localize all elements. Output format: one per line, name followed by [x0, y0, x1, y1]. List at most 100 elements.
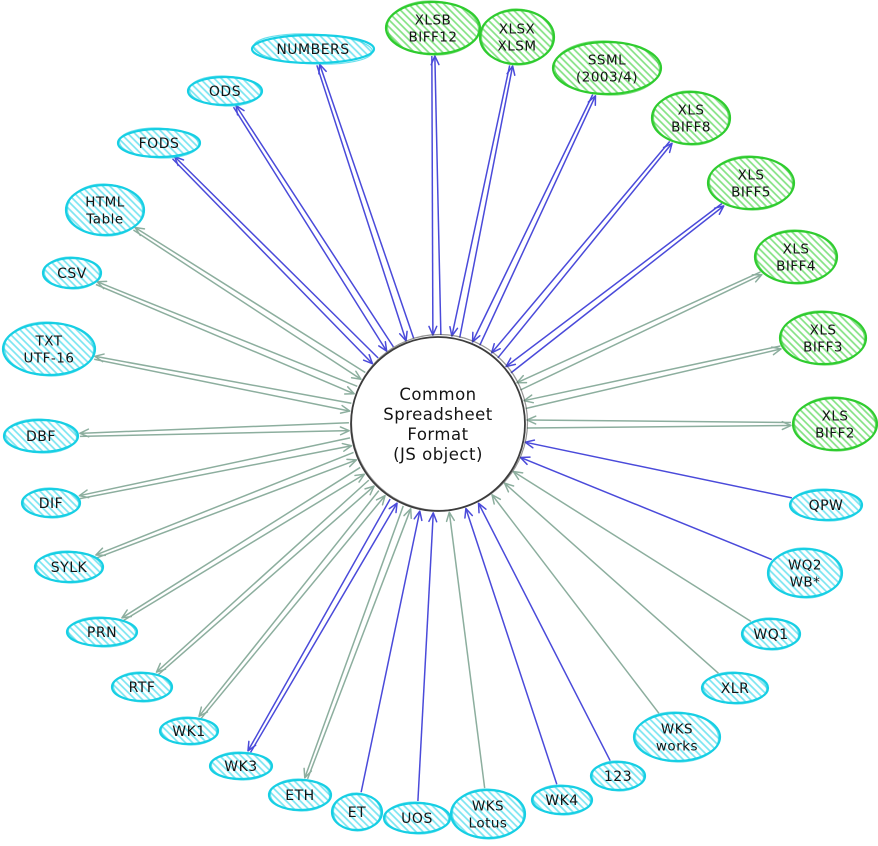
- format-node-shape: [20, 487, 82, 519]
- arrow: [523, 345, 781, 404]
- arrow: [235, 104, 395, 348]
- format-node-sketch: [269, 778, 331, 812]
- format-node-sketch: [532, 784, 592, 816]
- format-node-label: XLS BIFF3: [803, 323, 843, 356]
- format-node-sketch: [332, 792, 382, 832]
- arrowhead-icon: [491, 493, 502, 505]
- format-node: XLSX XLSM: [478, 8, 556, 66]
- format-node: XLS BIFF4: [753, 229, 839, 285]
- arrow: [503, 482, 719, 674]
- arrow: [94, 358, 351, 414]
- format-node-shape: [778, 310, 868, 366]
- format-node-label: ET: [348, 805, 366, 821]
- center-node: Common Spreadsheet Format (JS object): [350, 333, 529, 512]
- format-node: TXT UTF-16: [1, 321, 97, 377]
- format-node: SSML (2003/4): [551, 40, 663, 96]
- format-node-sketch: [386, 0, 480, 56]
- arrow: [360, 510, 423, 793]
- format-node-shape: [382, 801, 452, 835]
- format-node-shape: [650, 90, 732, 146]
- format-node-shape: [551, 40, 663, 96]
- arrowhead-icon: [350, 370, 362, 380]
- arrowhead-icon: [523, 394, 535, 404]
- format-node-sketch: [384, 801, 450, 835]
- format-node-sketch: [210, 751, 272, 781]
- format-node-shape: [478, 8, 556, 66]
- format-node-label: NUMBERS: [276, 42, 349, 58]
- format-node-sketch: [755, 229, 837, 285]
- format-node-shape: [530, 784, 594, 816]
- arrow: [157, 485, 375, 675]
- format-node-label: XLS BIFF8: [671, 103, 711, 136]
- format-node-label: HTML Table: [85, 195, 125, 228]
- format-node: 123: [589, 760, 647, 792]
- arrow: [78, 437, 351, 499]
- format-node-sketch: [591, 760, 645, 792]
- format-node-label: DBF: [26, 429, 56, 445]
- format-node-label: TXT UTF-16: [24, 334, 75, 367]
- format-node: ODS: [186, 75, 264, 107]
- arrowhead-icon: [403, 508, 412, 520]
- format-node: WQ1: [740, 617, 802, 651]
- arrow: [96, 280, 358, 388]
- format-node-label: XLSB BIFF12: [409, 13, 458, 46]
- arrow: [417, 512, 438, 802]
- format-node-sketch: [780, 310, 866, 366]
- arrow: [79, 442, 353, 500]
- format-node: XLR: [700, 671, 770, 705]
- arrow: [79, 426, 350, 438]
- arrowhead-icon: [339, 426, 350, 436]
- format-node: WQ2 WB*: [766, 547, 844, 599]
- format-node: DBF: [2, 418, 80, 454]
- format-node-shape: [267, 778, 333, 812]
- arrow: [490, 140, 671, 354]
- format-node-label: UOS: [401, 811, 433, 827]
- arrow: [247, 498, 391, 752]
- format-node-label: XLS BIFF4: [776, 242, 816, 275]
- format-node-sketch: [702, 671, 768, 705]
- format-node: WKS Lotus: [449, 788, 527, 840]
- format-node-sketch: [112, 671, 172, 703]
- arrowhead-icon: [354, 473, 366, 483]
- arrow: [491, 493, 660, 714]
- arrow: [458, 65, 516, 338]
- format-node-shape: [41, 256, 103, 290]
- format-node-label: WK1: [172, 724, 205, 740]
- arrow: [94, 353, 352, 404]
- format-node-shape: [2, 418, 80, 454]
- format-node-shape: [632, 711, 722, 763]
- arrowhead-icon: [346, 458, 358, 468]
- format-node-sketch: [652, 90, 730, 146]
- format-node-sketch: [43, 256, 101, 290]
- arrow: [516, 271, 761, 384]
- format-node: ET: [330, 792, 384, 832]
- format-node-label: QPW: [809, 498, 844, 514]
- format-node-sketch: [253, 33, 373, 65]
- format-node-shape: [449, 788, 527, 840]
- format-node-sketch: [790, 488, 862, 522]
- arrowhead-icon: [490, 342, 501, 354]
- format-node: XLS BIFF3: [778, 310, 868, 366]
- arrow: [198, 490, 380, 718]
- format-node-sketch: [22, 487, 80, 519]
- arrow: [318, 63, 415, 339]
- arrowhead-icon: [378, 341, 388, 352]
- format-node: WK1: [158, 716, 220, 746]
- format-node-label: PRN: [87, 625, 117, 641]
- format-node-label: 123: [604, 769, 632, 785]
- format-node-shape: [186, 75, 264, 107]
- arrow: [96, 458, 358, 559]
- arrowhead-icon: [449, 325, 459, 337]
- format-node-sketch: [118, 127, 200, 159]
- arrowhead-icon: [341, 442, 353, 452]
- arrow: [95, 283, 355, 395]
- arrow: [471, 94, 594, 343]
- arrowhead-icon: [428, 512, 438, 523]
- arrow: [525, 346, 782, 410]
- arrow: [526, 415, 792, 425]
- format-node-shape: [330, 792, 384, 832]
- format-node: XLS BIFF2: [791, 396, 878, 452]
- format-node: QPW: [788, 488, 864, 522]
- arrowhead-icon: [413, 510, 423, 522]
